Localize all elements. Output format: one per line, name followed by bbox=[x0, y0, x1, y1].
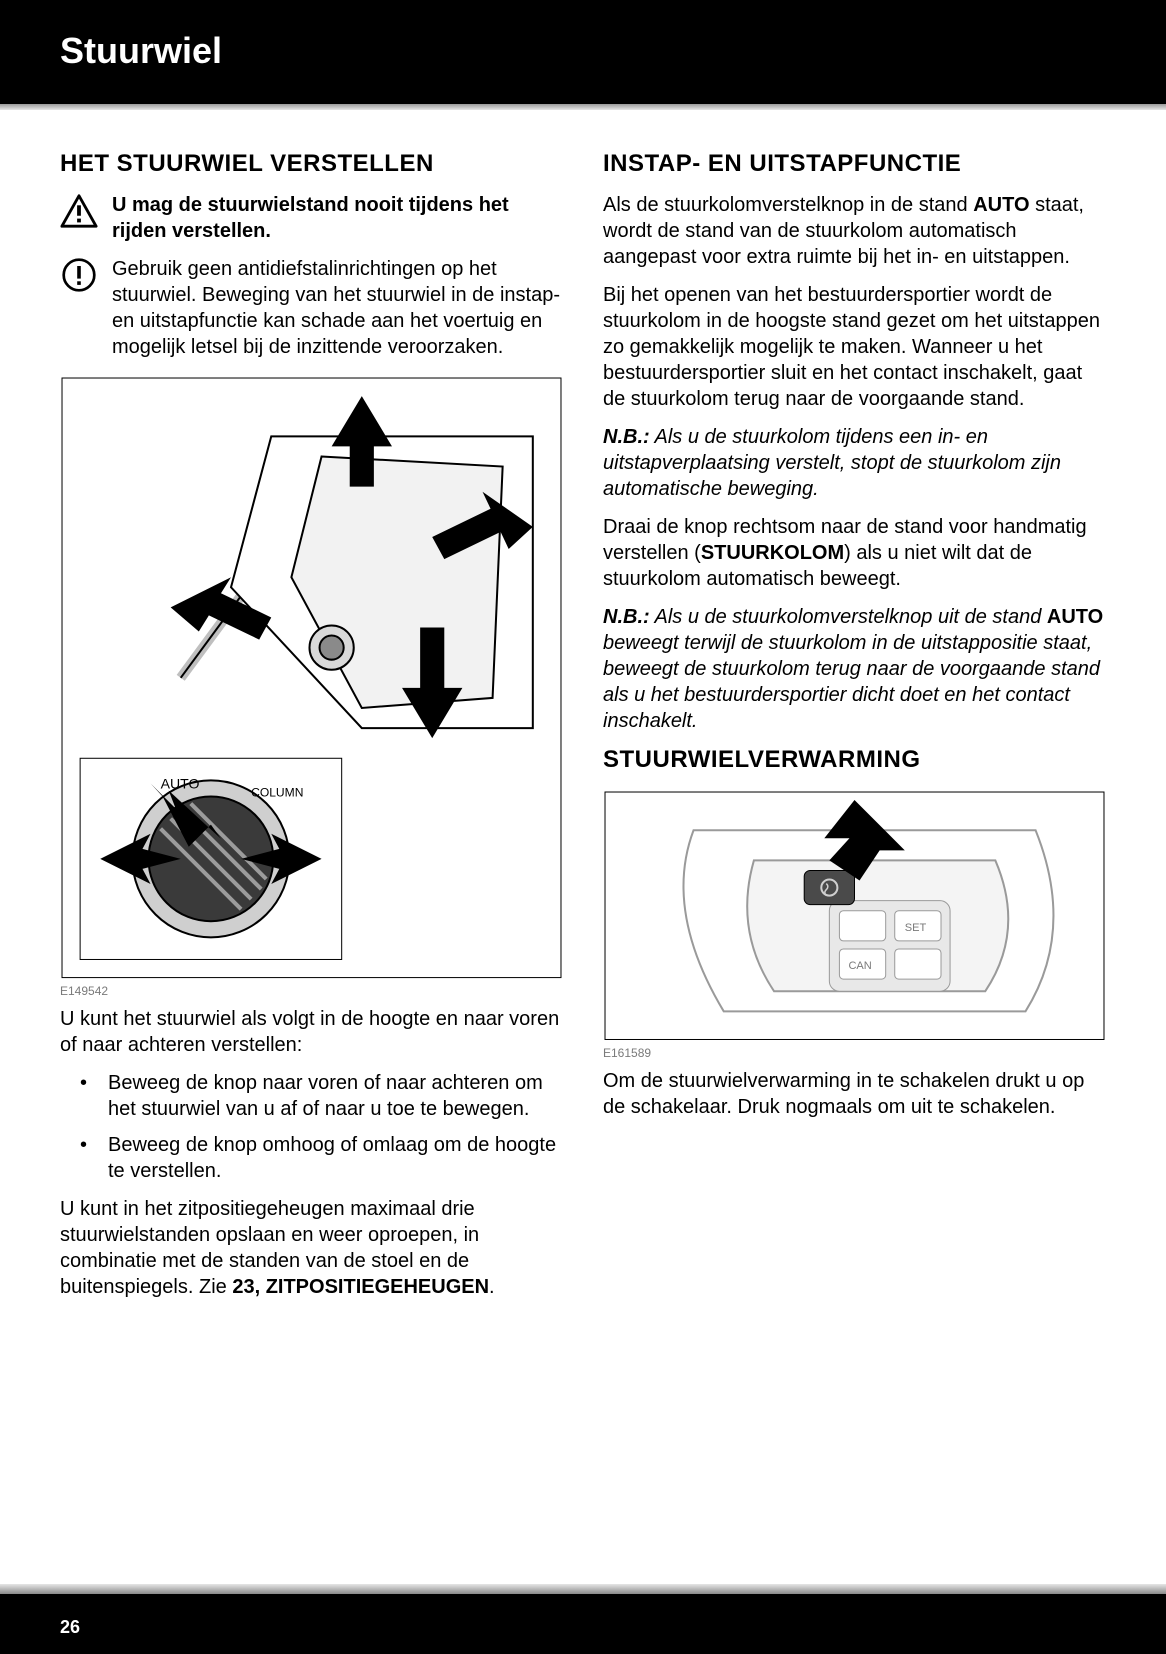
dial-label-column: COLUMN bbox=[251, 786, 303, 800]
content-area: HET STUURWIEL VERSTELLEN U mag de stuurw… bbox=[0, 110, 1166, 1312]
figure-steering-heat: SET CAN E161589 bbox=[603, 790, 1106, 1060]
warning-row-1: U mag de stuurwielstand nooit tijdens he… bbox=[60, 192, 563, 244]
page-header: Stuurwiel bbox=[0, 0, 1166, 110]
p1: Als de stuurkolomverstelknop in de stand… bbox=[603, 192, 1106, 270]
page-number: 26 bbox=[60, 1617, 80, 1638]
warning-text-1: U mag de stuurwielstand nooit tijdens he… bbox=[112, 192, 563, 244]
figure-steering-adjust: AUTO COLUMN E149542 bbox=[60, 376, 563, 998]
memory-paragraph: U kunt in het zitpositiegeheugen maximaa… bbox=[60, 1196, 563, 1300]
list-item: Beweeg de knop naar voren of naar achter… bbox=[60, 1070, 563, 1122]
figure-code-1: E149542 bbox=[60, 984, 563, 998]
button-label-can: CAN bbox=[848, 960, 871, 972]
figure-code-2: E161589 bbox=[603, 1046, 1106, 1060]
intro-paragraph: U kunt het stuurwiel als volgt in de hoo… bbox=[60, 1006, 563, 1058]
section-heading-heating: STUURWIELVERWARMING bbox=[603, 746, 1106, 774]
adjust-bullet-list: Beweeg de knop naar voren of naar achter… bbox=[60, 1070, 563, 1184]
right-column: INSTAP- EN UITSTAPFUNCTIE Als de stuurko… bbox=[603, 150, 1106, 1312]
note1: N.B.: Als u de stuurkolom tijdens een in… bbox=[603, 424, 1106, 502]
footer-divider bbox=[0, 1584, 1166, 1594]
section-heading-adjust: HET STUURWIEL VERSTELLEN bbox=[60, 150, 563, 178]
section-heading-entry-exit: INSTAP- EN UITSTAPFUNCTIE bbox=[603, 150, 1106, 178]
header-divider bbox=[0, 104, 1166, 110]
left-column: HET STUURWIEL VERSTELLEN U mag de stuurw… bbox=[60, 150, 563, 1312]
p2: Bij het openen van het bestuurdersportie… bbox=[603, 282, 1106, 412]
page-title: Stuurwiel bbox=[60, 30, 1106, 72]
warning-text-2: Gebruik geen antidiefstalinrichtingen op… bbox=[112, 256, 563, 360]
p4: Om de stuurwielverwarming in te schakele… bbox=[603, 1068, 1106, 1120]
p3: Draai de knop rechtsom naar de stand voo… bbox=[603, 514, 1106, 592]
warning-triangle-icon bbox=[60, 192, 98, 230]
page-footer: 26 bbox=[0, 1594, 1166, 1654]
dial-label-auto: AUTO bbox=[161, 775, 200, 791]
list-item: Beweeg de knop omhoog of omlaag om de ho… bbox=[60, 1132, 563, 1184]
memory-text-post: . bbox=[489, 1276, 495, 1298]
info-circle-icon bbox=[60, 256, 98, 294]
warning-row-2: Gebruik geen antidiefstalinrichtingen op… bbox=[60, 256, 563, 360]
button-label-set: SET bbox=[905, 922, 927, 934]
memory-ref: 23, ZITPOSITIEGEHEUGEN bbox=[232, 1276, 489, 1298]
note2: N.B.: Als u de stuurkolomverstelknop uit… bbox=[603, 604, 1106, 734]
